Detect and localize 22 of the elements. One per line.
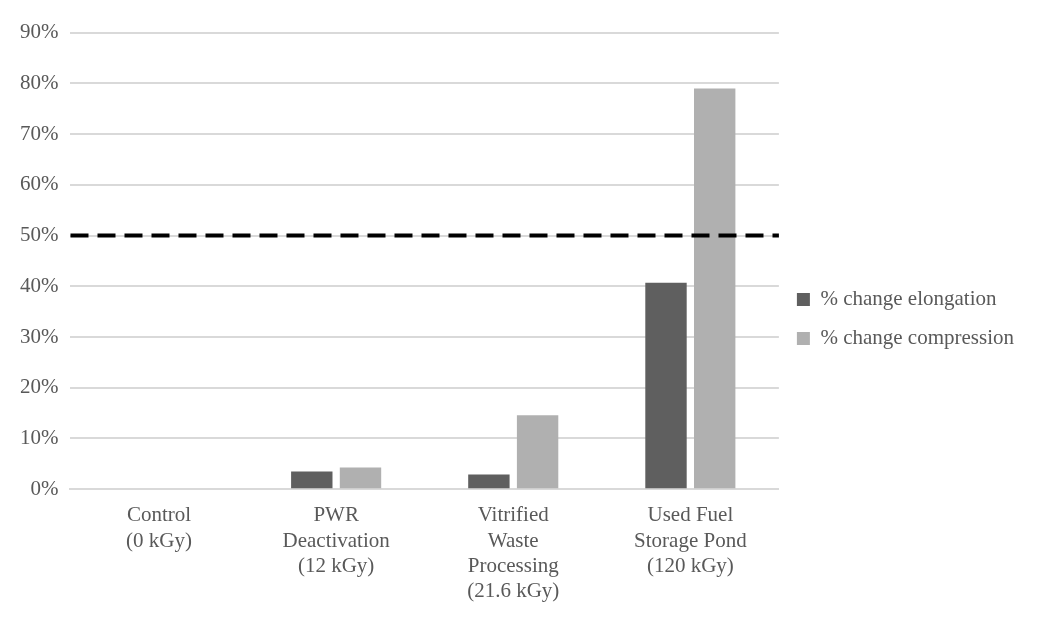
y-tick-label: 20% bbox=[19, 374, 59, 399]
y-tick-label: 40% bbox=[19, 272, 59, 297]
legend-label: % change compression bbox=[820, 325, 1015, 350]
y-tick-label: 60% bbox=[19, 171, 59, 196]
bar bbox=[516, 415, 559, 489]
legend-label: % change elongation bbox=[820, 286, 997, 311]
bar bbox=[291, 471, 333, 489]
y-tick-label: 0% bbox=[30, 475, 59, 500]
y-tick-label: 50% bbox=[19, 222, 59, 247]
y-tick-label: 90% bbox=[19, 19, 59, 44]
y-tick-label: 10% bbox=[19, 424, 59, 449]
x-tick-label: Vitrified Waste Processing (21.6 kGy) bbox=[467, 502, 560, 602]
x-tick-label: Control (0 kGy) bbox=[126, 502, 192, 552]
bar bbox=[645, 282, 687, 489]
bar bbox=[468, 474, 510, 489]
bar bbox=[694, 88, 736, 489]
x-tick-label: Used Fuel Storage Pond (120 kGy) bbox=[634, 502, 748, 577]
bar bbox=[339, 467, 382, 489]
y-tick-label: 80% bbox=[19, 69, 59, 94]
y-tick-label: 70% bbox=[19, 120, 59, 145]
y-tick-label: 30% bbox=[19, 323, 59, 348]
x-tick-label: PWR Deactivation (12 kGy) bbox=[282, 502, 391, 577]
